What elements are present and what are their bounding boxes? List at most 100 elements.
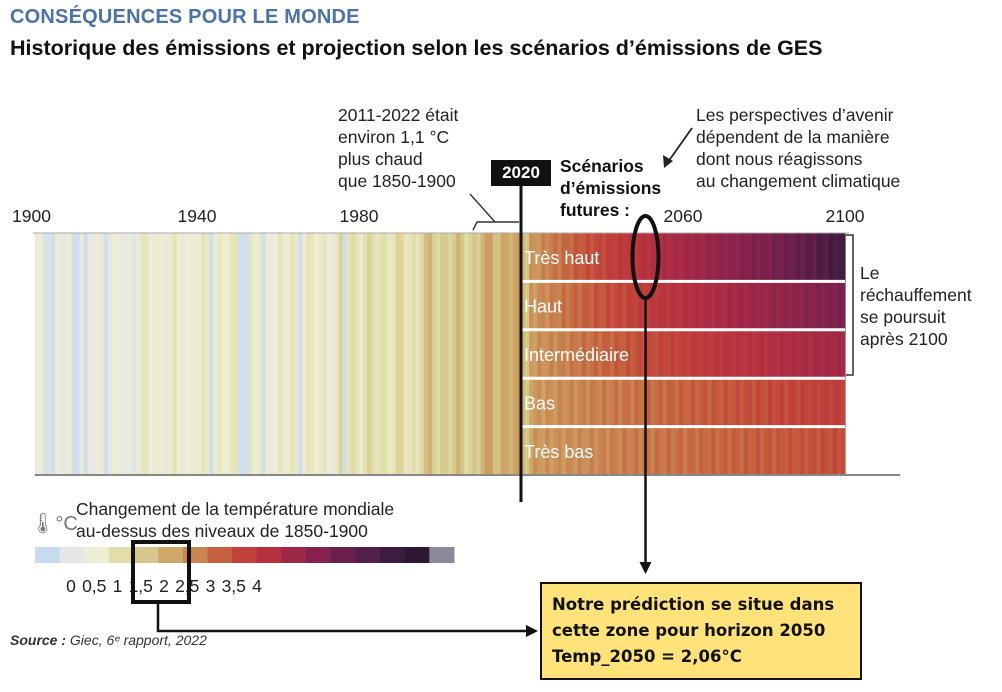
scenario-stripe <box>654 426 660 475</box>
scenario-stripe <box>662 329 668 379</box>
scenario-stripe <box>792 378 797 427</box>
scenario-stripe <box>549 233 554 282</box>
scenario-stripe <box>755 329 761 379</box>
scenario-stripe <box>658 233 664 282</box>
legend-color-step <box>158 547 184 563</box>
historical-stripe <box>286 233 291 475</box>
scenario-stripe <box>674 329 680 379</box>
scenario-stripe <box>735 233 741 282</box>
scenario-stripe <box>622 329 627 379</box>
scenario-stripe <box>727 378 733 427</box>
scenario-stripe <box>654 329 660 379</box>
scenario-stripe <box>751 378 757 427</box>
scenario-stripe <box>650 329 656 379</box>
scenario-stripe <box>577 281 583 330</box>
scenario-stripe <box>537 233 542 282</box>
scenario-stripe <box>707 281 712 330</box>
scenario-stripe <box>529 329 534 379</box>
historical-stripe <box>152 233 158 475</box>
scenario-stripe <box>549 426 554 475</box>
scenario-stripe <box>759 329 765 379</box>
scenario-stripe <box>557 378 563 427</box>
scenario-stripe <box>695 233 700 282</box>
scenario-stripe <box>683 281 688 330</box>
scenario-stripe <box>678 329 684 379</box>
legend-tick-label: 2 <box>159 576 169 596</box>
historical-stripe <box>205 233 210 475</box>
historical-stripe <box>213 233 218 475</box>
scenario-stripe <box>585 233 591 282</box>
scenario-stripe <box>683 378 688 427</box>
historical-stripe <box>468 233 473 475</box>
legend-title-line: au-dessus des niveaux de 1850-1900 <box>76 521 368 541</box>
historical-stripe <box>221 233 226 475</box>
scenario-stripe <box>796 233 802 282</box>
scenario-stripe <box>683 426 688 475</box>
legend-title-line: Changement de la température mondiale <box>76 499 395 519</box>
scenario-stripe <box>764 329 769 379</box>
historical-stripe <box>298 233 303 475</box>
scenario-stripe <box>731 329 737 379</box>
x-tick-label: 2100 <box>826 206 865 226</box>
scenario-stripe <box>683 329 688 379</box>
note-line: se poursuit <box>860 307 946 327</box>
legend-color-step <box>108 547 135 563</box>
historical-stripe <box>330 233 336 475</box>
scenario-stripe <box>824 426 830 475</box>
scenario-stripe <box>695 281 700 330</box>
scenario-stripe <box>646 281 652 330</box>
note-line: Les perspectives d’avenir <box>696 105 894 125</box>
scenario-stripe <box>581 233 587 282</box>
scenario-stripe <box>618 329 623 379</box>
scenario-stripe <box>630 329 635 379</box>
historical-stripe <box>452 233 457 475</box>
callout-line: cette zone pour horizon 2050 <box>552 621 826 640</box>
scenario-stripe <box>662 378 668 427</box>
historical-stripe <box>403 233 409 475</box>
scenario-stripe <box>545 378 550 427</box>
historical-stripe <box>363 233 368 475</box>
scenario-stripe <box>820 233 826 282</box>
scenario-stripe <box>537 426 542 475</box>
historical-stripe <box>59 233 64 475</box>
scenario-stripe <box>593 329 599 379</box>
scenario-title-line: futures : <box>560 200 630 220</box>
scenario-stripe <box>715 281 721 330</box>
scenario-stripe <box>678 378 684 427</box>
scenario-stripe <box>788 426 793 475</box>
scenario-stripe <box>731 378 737 427</box>
scenario-stripe <box>804 426 810 475</box>
scenario-stripe <box>699 426 704 475</box>
scenario-stripe <box>816 426 822 475</box>
scenario-stripe <box>816 281 822 330</box>
scenario-stripe <box>699 329 704 379</box>
scenario-stripe <box>804 281 810 330</box>
scenario-stripe <box>549 281 554 330</box>
scenario-stripe <box>832 426 838 475</box>
scenario-stripe <box>650 281 656 330</box>
scenario-stripe <box>585 426 591 475</box>
scenario-stripe <box>533 329 538 379</box>
scenario-stripe <box>836 281 842 330</box>
scenario-stripe <box>739 329 745 379</box>
scenario-stripe <box>812 233 818 282</box>
scenario-stripe <box>812 426 818 475</box>
historical-stripe <box>516 233 522 475</box>
note-line: après 2100 <box>860 329 948 349</box>
historical-stripe <box>290 233 295 475</box>
scenario-stripe <box>541 233 546 282</box>
scenario-stripe <box>691 329 696 379</box>
scenario-stripe <box>703 281 708 330</box>
scenario-stripe <box>820 378 826 427</box>
scenario-stripe <box>715 426 721 475</box>
scenario-stripe <box>549 329 554 379</box>
scenario-stripe <box>666 281 672 330</box>
scenario-stripe <box>788 233 793 282</box>
scenario-stripe <box>743 426 749 475</box>
scenario-stripe <box>804 329 810 379</box>
historical-stripe <box>496 233 502 475</box>
historical-stripe <box>217 233 222 475</box>
scenario-stripe <box>776 329 781 379</box>
historical-stripe <box>47 233 52 475</box>
scenario-stripe <box>654 378 660 427</box>
